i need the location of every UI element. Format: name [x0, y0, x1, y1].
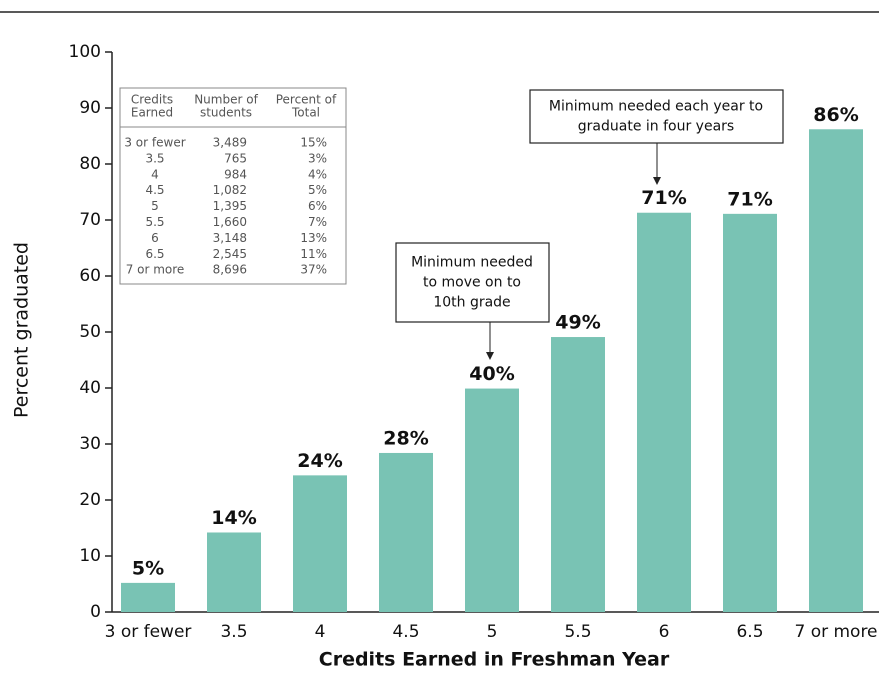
table-cell: 8,696 [213, 263, 247, 277]
value-label: 40% [469, 363, 514, 385]
table-cell: 6.5 [145, 247, 164, 261]
annotation-box [395, 242, 550, 323]
y-tick-label: 0 [90, 602, 101, 622]
table-cell: 3 or fewer [124, 136, 185, 150]
y-tick-label: 50 [79, 322, 101, 342]
x-tick-label: 3 or fewer [105, 622, 192, 642]
table-cell: 5 [151, 199, 159, 213]
table-cell: 6% [308, 199, 327, 213]
y-axis-label: Percent graduated [11, 242, 33, 418]
annotation-text: 10th grade [433, 295, 510, 311]
value-label: 5% [132, 557, 164, 579]
x-tick-label: 4.5 [392, 622, 419, 642]
table-cell: 7% [308, 215, 327, 229]
table-cell: 1,395 [213, 199, 247, 213]
bar [293, 475, 347, 612]
bar [465, 388, 519, 612]
y-tick-label: 80 [79, 154, 101, 174]
table-cell: 4% [308, 167, 327, 181]
table-header: Earned [131, 106, 173, 120]
bar [809, 129, 863, 612]
bar [207, 532, 261, 612]
table-cell: 11% [300, 247, 327, 261]
value-label: 71% [641, 187, 686, 209]
table-cell: 984 [224, 167, 247, 181]
x-tick-label: 5 [487, 622, 498, 642]
x-axis-label: Credits Earned in Freshman Year [319, 649, 670, 671]
value-label: 71% [727, 188, 772, 210]
x-tick-label: 3.5 [220, 622, 247, 642]
x-tick-label: 6 [659, 622, 670, 642]
annotation-arrowhead [653, 177, 661, 185]
y-tick-label: 40 [79, 378, 101, 398]
annotation-text: Minimum needed [411, 255, 533, 271]
table-cell: 3.5 [145, 151, 164, 165]
annotation-arrowhead [486, 352, 494, 360]
table-cell: 5.5 [145, 215, 164, 229]
bar [637, 212, 691, 612]
y-tick-label: 10 [79, 546, 101, 566]
value-label: 28% [383, 427, 428, 449]
y-tick-label: 20 [79, 490, 101, 510]
y-tick-label: 60 [79, 266, 101, 286]
table-header: Credits [131, 93, 173, 107]
value-label: 14% [211, 507, 256, 529]
table-header: Total [291, 106, 320, 120]
bar [379, 452, 433, 612]
annotation-text: graduate in four years [578, 119, 734, 135]
table-cell: 4 [151, 167, 159, 181]
annotation-text: Minimum needed each year to [549, 99, 763, 115]
table-cell: 15% [300, 136, 327, 150]
table-cell: 3,148 [213, 231, 247, 245]
x-tick-label: 5.5 [564, 622, 591, 642]
table-cell: 4.5 [145, 183, 164, 197]
y-tick-label: 70 [79, 210, 101, 230]
table-cell: 7 or more [126, 263, 185, 277]
value-label: 24% [297, 450, 342, 472]
x-tick-label: 7 or more [794, 622, 877, 642]
table-header: students [200, 106, 252, 120]
bar [551, 337, 605, 612]
inset-table-box [119, 87, 347, 285]
table-cell: 765 [224, 151, 247, 165]
value-label: 49% [555, 312, 600, 334]
y-tick-label: 30 [79, 434, 101, 454]
table-cell: 6 [151, 231, 159, 245]
bar [723, 213, 777, 612]
table-cell: 1,660 [213, 215, 247, 229]
table-header: Number of [194, 93, 258, 107]
table-cell: 3% [308, 151, 327, 165]
table-cell: 13% [300, 231, 327, 245]
table-cell: 37% [300, 263, 327, 277]
y-tick-label: 90 [79, 98, 101, 118]
table-cell: 5% [308, 183, 327, 197]
x-tick-label: 6.5 [736, 622, 763, 642]
y-tick-label: 100 [69, 42, 101, 62]
table-cell: 2,545 [213, 247, 247, 261]
value-label: 86% [813, 104, 858, 126]
annotation-text: to move on to [423, 275, 521, 291]
annotation-box [529, 89, 784, 144]
table-header: Percent of [276, 93, 337, 107]
table-cell: 3,489 [213, 136, 247, 150]
x-tick-label: 4 [315, 622, 326, 642]
table-cell: 1,082 [213, 183, 247, 197]
bar [121, 582, 175, 612]
